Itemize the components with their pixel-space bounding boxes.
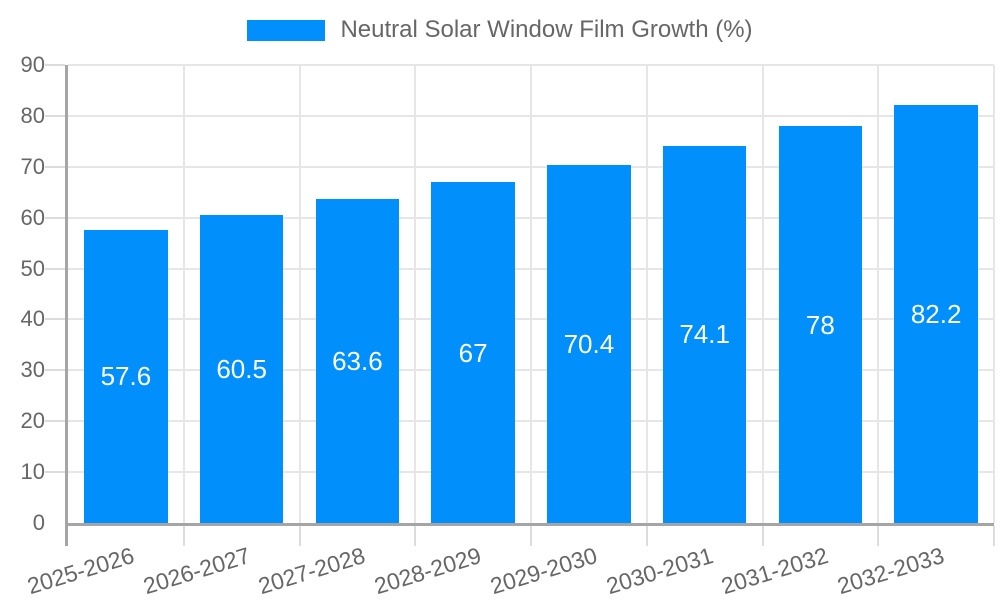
- bar[interactable]: [315, 199, 400, 523]
- x-axis-tick-label: 2026-2027: [139, 542, 253, 600]
- bar[interactable]: [778, 126, 863, 523]
- x-axis-tick: [414, 526, 417, 546]
- x-axis-tick-label: 2025-2026: [24, 542, 137, 600]
- y-axis-tick: [45, 369, 65, 372]
- x-axis-tick: [65, 526, 68, 546]
- gridline-vertical: [761, 65, 764, 523]
- legend-marker: [247, 19, 326, 41]
- bar[interactable]: [894, 104, 978, 523]
- plot-area: 57.6 60.5 63.6 67 70.4 74.1 78 82.2: [45, 64, 995, 546]
- y-axis-tick: [45, 318, 65, 321]
- y-axis-tick-label: 40: [20, 306, 45, 332]
- bar-value-label: 82.2: [910, 298, 962, 329]
- x-axis-tick-label: 2031-2032: [718, 542, 832, 600]
- y-axis-tick-label: 80: [20, 102, 45, 128]
- bar-value-label: 78: [805, 309, 835, 340]
- bar[interactable]: [431, 182, 515, 523]
- y-axis-tick: [45, 114, 65, 117]
- legend-label: Neutral Solar Window Film Growth (%): [340, 16, 753, 43]
- x-axis-tick: [761, 526, 764, 546]
- bar-value-label: 70.4: [563, 328, 615, 359]
- y-axis-tick-label: 10: [20, 459, 45, 485]
- x-axis-tick: [530, 526, 532, 546]
- y-axis-tick: [45, 471, 65, 474]
- gridline-vertical: [993, 65, 995, 523]
- y-axis-tick-label: 50: [20, 255, 45, 281]
- x-axis-tick: [877, 526, 880, 546]
- y-axis-tick-label: 0: [32, 510, 45, 535]
- bar[interactable]: [84, 229, 168, 523]
- bar[interactable]: [662, 145, 747, 523]
- gridline-vertical: [298, 65, 301, 523]
- bar-value-label: 60.5: [216, 354, 267, 385]
- gridline-vertical: [645, 65, 648, 523]
- bar-value-label: 63.6: [332, 346, 383, 377]
- x-axis-tick-label: 2030-2031: [602, 542, 716, 600]
- gridline-vertical: [182, 65, 185, 523]
- gridline-vertical: [530, 65, 532, 523]
- y-axis-tick: [45, 267, 65, 270]
- y-axis-tick-label: 90: [20, 52, 45, 77]
- y-axis-tick-label: 20: [20, 408, 45, 434]
- x-axis-tick: [298, 526, 301, 546]
- x-axis-tick-label: 2032-2033: [834, 542, 948, 600]
- bar-value-label: 57.6: [100, 361, 152, 392]
- y-axis-tick-label: 30: [20, 357, 45, 383]
- bar[interactable]: [547, 164, 631, 523]
- x-axis-tick-label: 2029-2030: [487, 542, 600, 600]
- y-axis-tick: [45, 216, 65, 219]
- bar-value-label: 67: [458, 337, 488, 368]
- x-axis-tick: [993, 526, 995, 546]
- bar-value-label: 74.1: [679, 319, 730, 350]
- gridline-vertical: [414, 65, 417, 523]
- x-axis-tick: [182, 526, 185, 546]
- y-axis-tick: [45, 64, 65, 66]
- x-axis-tick-label: 2028-2029: [371, 542, 485, 600]
- y-axis-tick-label: 70: [20, 153, 45, 179]
- x-axis-tick-label: 2027-2028: [255, 542, 369, 600]
- bar[interactable]: [199, 215, 284, 523]
- y-axis-tick: [45, 420, 65, 423]
- legend-item[interactable]: Neutral Solar Window Film Growth (%): [0, 16, 1000, 44]
- y-axis-tick-label: 60: [20, 204, 45, 230]
- x-axis-tick: [645, 526, 648, 546]
- y-axis-tick: [45, 165, 65, 168]
- gridline-vertical: [877, 65, 880, 523]
